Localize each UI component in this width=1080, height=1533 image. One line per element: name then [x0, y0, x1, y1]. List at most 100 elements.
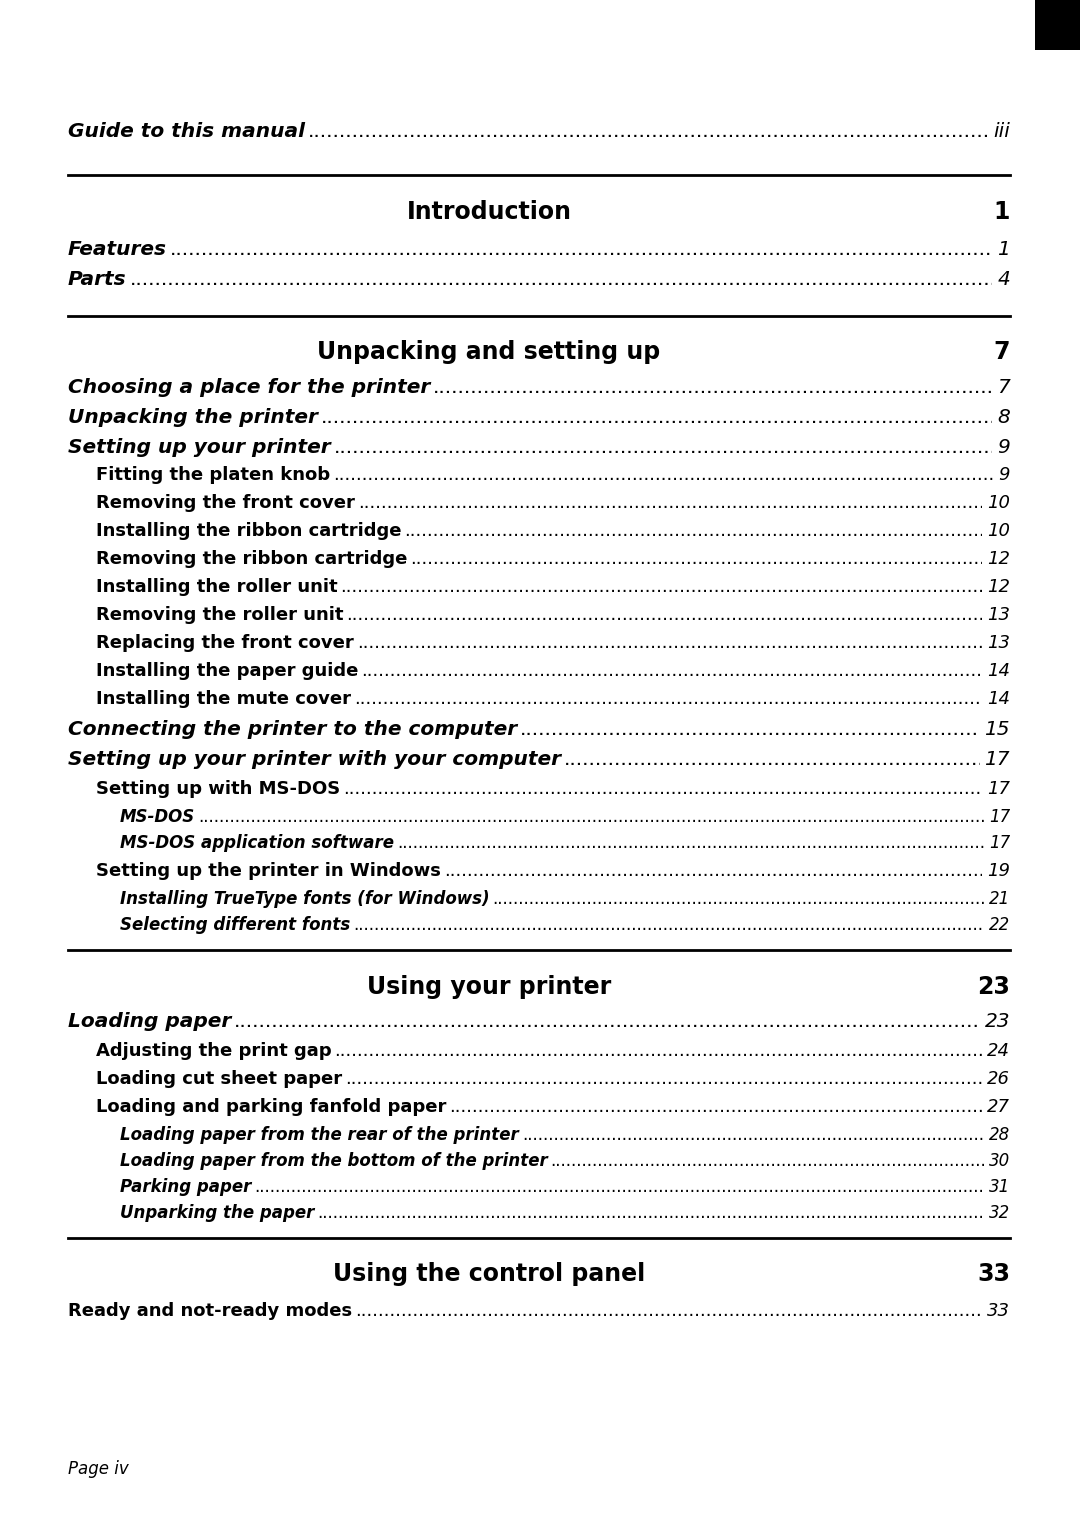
Text: ................................................................................: ........................................… — [564, 750, 1080, 770]
Text: 10: 10 — [987, 494, 1010, 512]
Text: Installing TrueType fonts (for Windows): Installing TrueType fonts (for Windows) — [120, 891, 489, 908]
Text: 9: 9 — [997, 438, 1010, 457]
Text: 14: 14 — [987, 690, 1010, 708]
Text: Loading cut sheet paper: Loading cut sheet paper — [96, 1070, 342, 1088]
Text: Introduction: Introduction — [406, 199, 571, 224]
Text: 13: 13 — [987, 635, 1010, 652]
Text: 19: 19 — [987, 862, 1010, 880]
Text: ................................................................................: ........................................… — [340, 578, 1080, 596]
Text: Setting up your printer with your computer: Setting up your printer with your comput… — [68, 750, 561, 770]
Text: ................................................................................: ........................................… — [397, 834, 1080, 852]
Text: ................................................................................: ........................................… — [321, 408, 1080, 428]
Text: 27: 27 — [987, 1098, 1010, 1116]
Text: ................................................................................: ........................................… — [410, 550, 1080, 569]
Text: ................................................................................: ........................................… — [444, 862, 1080, 880]
Text: 4: 4 — [997, 270, 1010, 290]
Text: 23: 23 — [985, 1012, 1010, 1032]
Text: iii: iii — [994, 123, 1010, 141]
Text: 13: 13 — [987, 606, 1010, 624]
Text: Parts: Parts — [68, 270, 126, 290]
Text: 30: 30 — [989, 1151, 1010, 1170]
Text: 22: 22 — [989, 917, 1010, 934]
Text: ................................................................................: ........................................… — [170, 241, 1080, 259]
Text: 17: 17 — [987, 780, 1010, 799]
Text: 7: 7 — [997, 379, 1010, 397]
Text: Choosing a place for the printer: Choosing a place for the printer — [68, 379, 430, 397]
Text: 26: 26 — [987, 1070, 1010, 1088]
Text: Installing the mute cover: Installing the mute cover — [96, 690, 351, 708]
Text: 24: 24 — [987, 1042, 1010, 1059]
Text: ................................................................................: ........................................… — [318, 1203, 1080, 1222]
Text: ................................................................................: ........................................… — [433, 379, 1080, 397]
Text: ................................................................................: ........................................… — [405, 523, 1080, 540]
Text: Using your printer: Using your printer — [367, 975, 611, 1000]
Text: ................................................................................: ........................................… — [234, 1012, 1080, 1032]
Text: Connecting the printer to the computer: Connecting the printer to the computer — [68, 721, 517, 739]
Text: Installing the ribbon cartridge: Installing the ribbon cartridge — [96, 523, 402, 540]
Text: Loading paper from the rear of the printer: Loading paper from the rear of the print… — [120, 1127, 518, 1144]
Text: 15: 15 — [985, 721, 1010, 739]
Text: ................................................................................: ........................................… — [130, 270, 1080, 290]
Text: Loading paper: Loading paper — [68, 1012, 231, 1032]
Text: 31: 31 — [989, 1177, 1010, 1196]
Text: Adjusting the print gap: Adjusting the print gap — [96, 1042, 332, 1059]
Text: ................................................................................: ........................................… — [347, 606, 1080, 624]
Text: 17: 17 — [989, 834, 1010, 852]
Bar — [1035, 0, 1080, 51]
Text: Using the control panel: Using the control panel — [333, 1262, 645, 1286]
Text: ................................................................................: ........................................… — [199, 808, 1080, 826]
Text: ................................................................................: ........................................… — [334, 438, 1080, 457]
Text: Removing the ribbon cartridge: Removing the ribbon cartridge — [96, 550, 407, 569]
Text: Unparking the paper: Unparking the paper — [120, 1203, 314, 1222]
Text: 17: 17 — [985, 750, 1010, 770]
Text: ................................................................................: ........................................… — [308, 123, 1080, 141]
Text: ................................................................................: ........................................… — [255, 1177, 1080, 1196]
Text: 12: 12 — [987, 550, 1010, 569]
Text: Installing the roller unit: Installing the roller unit — [96, 578, 338, 596]
Text: Ready and not-ready modes: Ready and not-ready modes — [68, 1302, 352, 1320]
Text: ................................................................................: ........................................… — [346, 1070, 1080, 1088]
Text: 1: 1 — [997, 241, 1010, 259]
Text: Loading paper from the bottom of the printer: Loading paper from the bottom of the pri… — [120, 1151, 548, 1170]
Text: ................................................................................: ........................................… — [353, 917, 1080, 934]
Text: ................................................................................: ........................................… — [333, 466, 1080, 484]
Text: Setting up the printer in Windows: Setting up the printer in Windows — [96, 862, 441, 880]
Text: Removing the front cover: Removing the front cover — [96, 494, 355, 512]
Text: Fitting the platen knob: Fitting the platen knob — [96, 466, 330, 484]
Text: Guide to this manual: Guide to this manual — [68, 123, 305, 141]
Text: ................................................................................: ........................................… — [343, 780, 1080, 799]
Text: ................................................................................: ........................................… — [521, 721, 1080, 739]
Text: MS-DOS application software: MS-DOS application software — [120, 834, 394, 852]
Text: Loading and parking fanfold paper: Loading and parking fanfold paper — [96, 1098, 446, 1116]
Text: 12: 12 — [987, 578, 1010, 596]
Text: ................................................................................: ........................................… — [355, 1302, 1080, 1320]
Text: 28: 28 — [989, 1127, 1010, 1144]
Text: ................................................................................: ........................................… — [335, 1042, 1080, 1059]
Text: 8: 8 — [997, 408, 1010, 428]
Text: 7: 7 — [994, 340, 1010, 363]
Text: 21: 21 — [989, 891, 1010, 908]
Text: 33: 33 — [987, 1302, 1010, 1320]
Text: ................................................................................: ........................................… — [356, 635, 1080, 652]
Text: 1: 1 — [994, 199, 1010, 224]
Text: ................................................................................: ........................................… — [551, 1151, 1080, 1170]
Text: 17: 17 — [989, 808, 1010, 826]
Text: ................................................................................: ........................................… — [492, 891, 1080, 908]
Text: 33: 33 — [977, 1262, 1010, 1286]
Text: Page iv: Page iv — [68, 1459, 129, 1478]
Text: Unpacking and setting up: Unpacking and setting up — [318, 340, 661, 363]
Text: 10: 10 — [987, 523, 1010, 540]
Text: ................................................................................: ........................................… — [522, 1127, 1080, 1144]
Text: Features: Features — [68, 241, 167, 259]
Text: MS-DOS: MS-DOS — [120, 808, 195, 826]
Text: ................................................................................: ........................................… — [449, 1098, 1080, 1116]
Text: Setting up your printer: Setting up your printer — [68, 438, 330, 457]
Text: Installing the paper guide: Installing the paper guide — [96, 662, 359, 681]
Text: 32: 32 — [989, 1203, 1010, 1222]
Text: Unpacking the printer: Unpacking the printer — [68, 408, 318, 428]
Text: Parking paper: Parking paper — [120, 1177, 252, 1196]
Text: ................................................................................: ........................................… — [354, 690, 1080, 708]
Text: 14: 14 — [987, 662, 1010, 681]
Text: ................................................................................: ........................................… — [357, 494, 1080, 512]
Text: Removing the roller unit: Removing the roller unit — [96, 606, 343, 624]
